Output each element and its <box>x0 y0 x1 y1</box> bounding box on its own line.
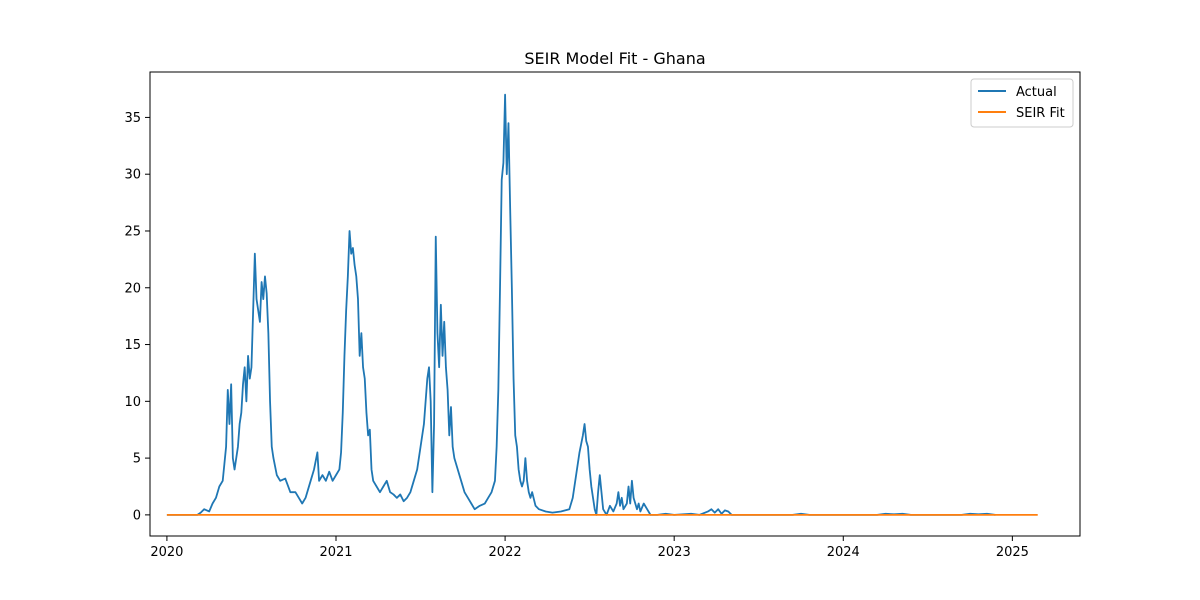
x-tick-label: 2020 <box>150 545 183 560</box>
y-tick-label: 35 <box>124 111 141 126</box>
legend-label-seir-fit: SEIR Fit <box>1016 106 1065 121</box>
legend-label-actual: Actual <box>1016 85 1057 100</box>
y-tick-label: 20 <box>124 281 141 296</box>
x-axis: 2020 2021 2022 2023 2024 2025 <box>150 536 1029 560</box>
y-tick-label: 30 <box>124 168 141 183</box>
x-tick-label: 2022 <box>489 545 522 560</box>
y-tick-label: 25 <box>124 224 141 239</box>
y-tick-label: 10 <box>124 395 141 410</box>
series-layer <box>166 93 1038 516</box>
x-tick-label: 2021 <box>319 545 352 560</box>
y-tick-label: 15 <box>124 338 141 353</box>
y-tick-label: 0 <box>133 508 141 523</box>
legend: Actual SEIR Fit <box>970 78 1074 128</box>
plot-frame <box>149 71 1081 537</box>
y-tick-label: 5 <box>133 452 141 467</box>
chart-title: SEIR Model Fit - Ghana <box>524 49 705 68</box>
y-axis: 0 5 10 15 20 25 30 35 <box>124 111 150 523</box>
x-tick-label: 2025 <box>996 545 1029 560</box>
x-tick-label: 2024 <box>827 545 860 560</box>
series-line-actual <box>166 93 996 516</box>
x-tick-label: 2023 <box>658 545 691 560</box>
